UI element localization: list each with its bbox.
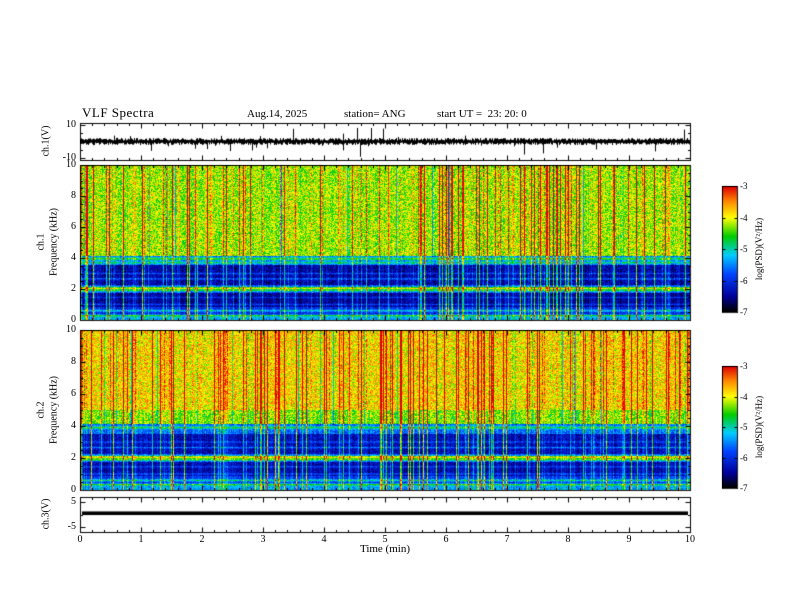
colorbar-tick-label: -4 [740,391,748,402]
colorbar-tick-label: -3 [740,361,748,371]
header-station: station= ANG [344,108,406,120]
x-tick-label: 2 [199,534,205,545]
y-tick-label: 6 [71,221,76,232]
plot-title: VLF Spectra [82,105,155,120]
x-tick-label: 9 [626,534,632,545]
ch2-spec-ylabel-freq: Frequency (kHz) [48,375,60,445]
y-tick-label: 4 [71,420,76,431]
x-tick-label: 1 [138,534,144,545]
x-tick-label: 8 [565,534,571,545]
y-tick-label: 10 [66,159,76,170]
x-tick-label: 3 [260,534,266,545]
colorbar-tick-label: -4 [740,212,748,223]
y-tick-label: 6 [71,388,76,399]
x-tick-label: 6 [443,534,449,545]
colorbar-tick-label: -3 [740,181,748,191]
x-tick-label: 10 [685,534,695,545]
xaxis-label: Time (min) [359,543,410,555]
colorbar-tick-label: -7 [740,307,748,317]
x-tick-label: 7 [504,534,510,545]
y-tick-label: 4 [71,252,76,263]
ch2-spec-ylabel-ch: ch.2 [35,401,47,419]
colorbar-tick-label: -5 [740,422,748,432]
colorbar-tick-label: -5 [740,244,748,254]
y-tick-label: -10 [62,152,76,164]
y-tick-label: 0 [71,314,76,325]
x-tick-label: 4 [321,534,327,545]
y-tick-label: 2 [71,283,76,294]
colorbar-tick-label: -6 [740,452,748,463]
colorbar-tick-label: -7 [740,483,748,493]
y-tick-label: -5 [67,521,76,532]
y-tick-label: 8 [71,190,76,201]
ch1-spec-ylabel-ch: ch.1 [35,233,47,251]
ch1-spec-ylabel-freq: Frequency (kHz) [48,207,60,277]
y-tick-label: 0 [71,484,76,495]
x-tick-label: 0 [77,534,83,545]
colorbar-tick-label: -6 [740,275,748,286]
y-tick-label: 8 [71,356,76,367]
header-date: Aug.14, 2025 [247,108,308,120]
y-tick-label: 10 [66,118,76,130]
y-tick-label: 10 [66,324,76,335]
y-tick-label: 2 [71,452,76,463]
header-start-ut: start UT = 23: 20: 0 [437,108,527,120]
y-tick-label: 5 [71,496,76,507]
x-tick-label: 5 [382,534,388,545]
